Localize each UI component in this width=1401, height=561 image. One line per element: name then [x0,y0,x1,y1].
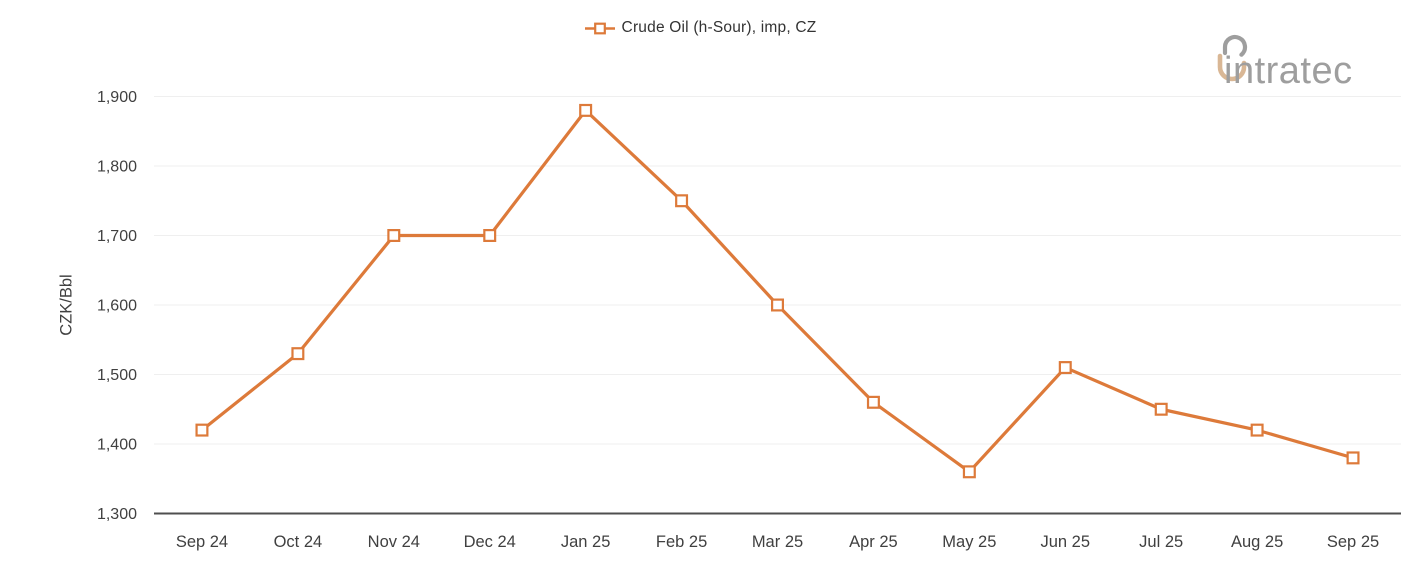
y-tick-label: 1,500 [97,367,137,384]
logo-top-arc-icon [1222,34,1248,57]
logo-text: intratec [1224,50,1353,92]
legend-series-marker-icon [584,22,615,34]
series-line [200,108,1354,474]
x-tick-label: Jan 25 [561,533,611,551]
legend-item[interactable]: Crude Oil (h-Sour), imp, CZ [0,19,1401,37]
data-point-marker[interactable] [579,103,593,117]
data-point-marker[interactable] [1250,423,1264,437]
x-tick-label: May 25 [942,533,996,551]
x-tick-label: Oct 24 [274,533,323,551]
y-tick-label: 1,900 [97,89,137,106]
x-tick-label: Sep 25 [1327,533,1379,551]
data-point-marker[interactable] [483,229,497,243]
legend-label: Crude Oil (h-Sour), imp, CZ [621,19,817,36]
x-tick-label: Dec 24 [464,533,516,551]
x-tick-label: Nov 24 [368,533,420,551]
data-point-marker[interactable] [1058,361,1072,375]
data-point-marker[interactable] [866,395,880,409]
x-tick-label: Apr 25 [849,533,898,551]
data-point-marker[interactable] [675,194,689,208]
x-tick-label: Jun 25 [1040,533,1090,551]
x-tick-label: Sep 24 [176,533,228,551]
data-point-marker[interactable] [387,229,401,243]
data-point-marker[interactable] [770,298,784,312]
x-tick-label: Feb 25 [656,533,707,551]
y-tick-label: 1,800 [97,159,137,176]
x-tick-label: Aug 25 [1231,533,1283,551]
logo-bottom-arc-icon [1217,53,1247,82]
intratec-logo: intratec [1215,34,1387,92]
y-tick-label: 1,700 [97,228,137,245]
x-tick-label: Mar 25 [752,533,803,551]
data-point-marker[interactable] [1154,402,1168,416]
y-tick-label: 1,400 [97,437,137,454]
data-point-marker[interactable] [962,465,976,479]
y-tick-label: 1,300 [97,506,137,523]
data-point-marker[interactable] [195,423,209,437]
y-tick-label: 1,600 [97,298,137,315]
x-tick-label: Jul 25 [1139,533,1183,551]
data-point-marker[interactable] [1346,451,1360,465]
data-point-marker[interactable] [291,347,305,361]
